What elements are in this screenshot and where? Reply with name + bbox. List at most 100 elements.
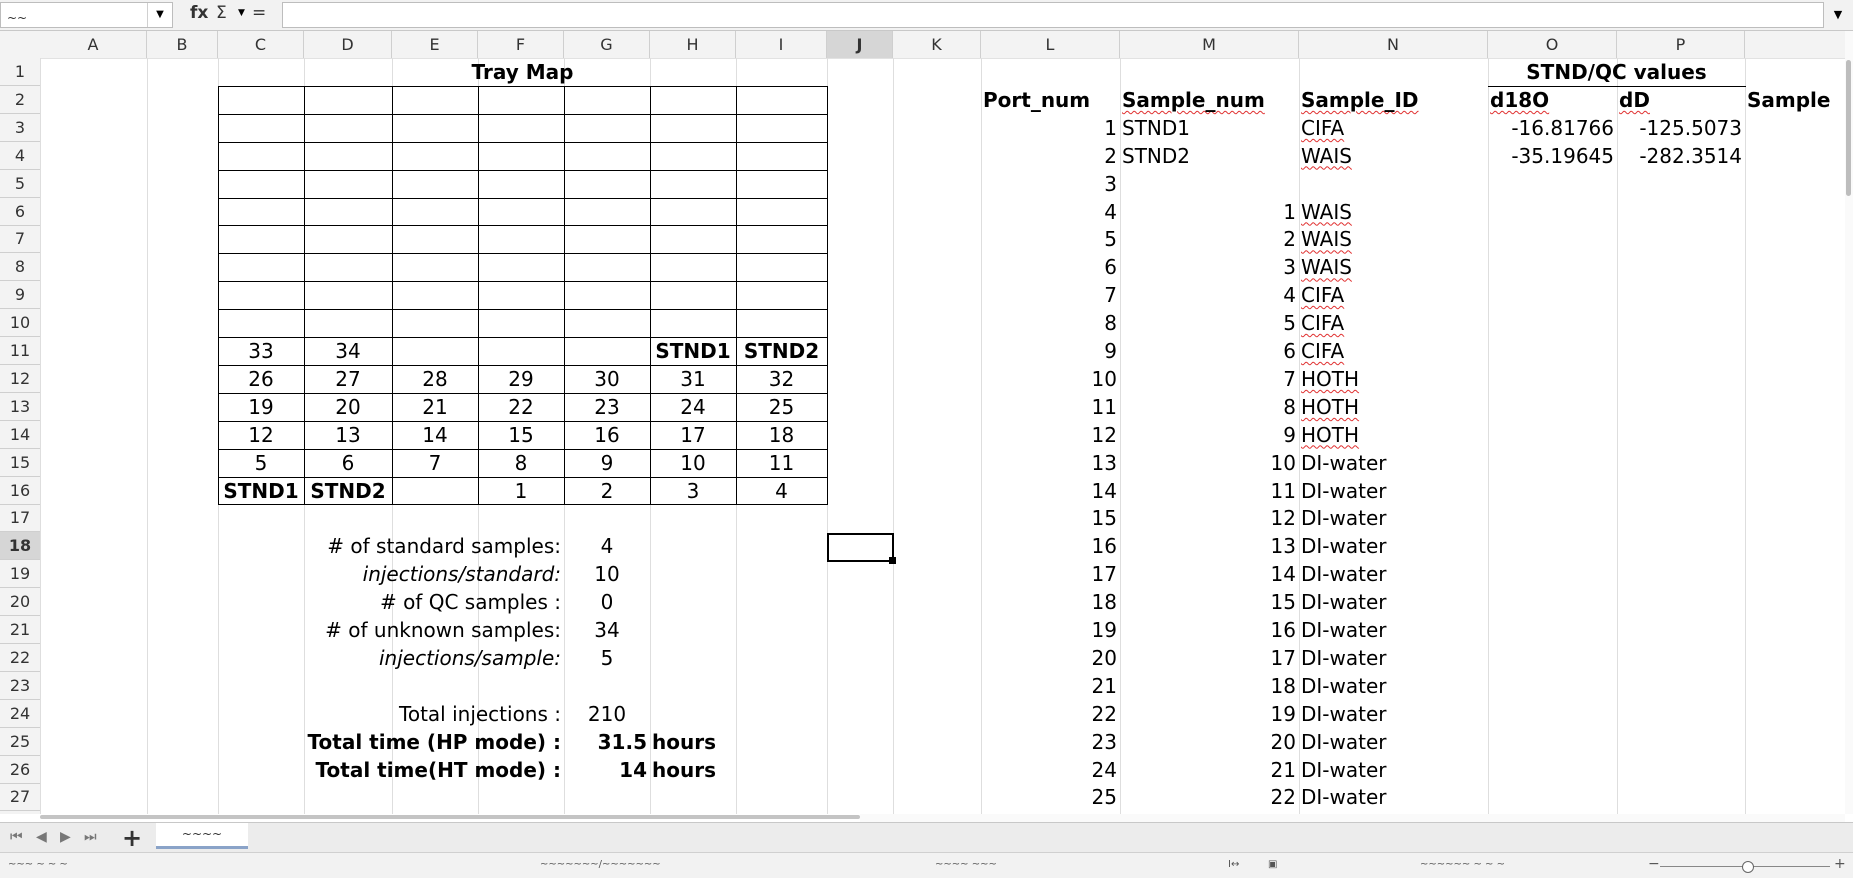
tray-cell[interactable]: 24	[680, 394, 706, 419]
row-header-18[interactable]: 18	[0, 532, 40, 561]
tray-cell[interactable]: 14	[422, 422, 448, 447]
total-injections-value[interactable]: 210	[587, 701, 627, 726]
sample-num-cell[interactable]: 13	[1270, 534, 1296, 559]
zoom-out-icon[interactable]: −	[1648, 856, 1660, 872]
port-num-cell[interactable]: 4	[1104, 199, 1117, 224]
row-header-22[interactable]: 22	[0, 644, 40, 672]
tray-cell[interactable]: 9	[600, 450, 614, 475]
row-header-26[interactable]: 26	[0, 756, 40, 784]
zoom-in-icon[interactable]: +	[1834, 856, 1846, 872]
port-num-cell[interactable]: 25	[1091, 785, 1117, 810]
sample-id-cell[interactable]: DI-water	[1301, 673, 1387, 698]
row-header-14[interactable]: 14	[0, 421, 40, 449]
port-num-cell[interactable]: 8	[1104, 311, 1117, 336]
sample-id-cell[interactable]: CIFA	[1301, 311, 1345, 336]
injections-sample-label[interactable]: injections/sample:	[378, 645, 561, 670]
total-time-hp-label[interactable]: Total time (HP mode) :	[307, 729, 561, 754]
tray-cell[interactable]: STND1	[655, 339, 731, 363]
vertical-scrollbar[interactable]	[1845, 31, 1853, 814]
row-header-16[interactable]: 16	[0, 477, 40, 505]
port-num-cell[interactable]: 21	[1091, 673, 1117, 698]
sample-num-cell[interactable]: 12	[1270, 506, 1296, 531]
port-num-cell[interactable]: 11	[1091, 394, 1117, 419]
column-header-A[interactable]: A	[40, 31, 147, 58]
sample-id-cell[interactable]: DI-water	[1301, 478, 1387, 503]
tray-cell[interactable]: 23	[594, 394, 620, 419]
sample-id-cell[interactable]: WAIS	[1301, 199, 1352, 224]
tray-cell[interactable]: 30	[594, 366, 620, 391]
sample-num-cell[interactable]: 22	[1270, 785, 1296, 810]
tray-cell[interactable]: 6	[341, 450, 355, 475]
sample-num-cell[interactable]: 18	[1270, 673, 1296, 698]
tray-cell[interactable]: 2	[600, 478, 614, 503]
qc-samples-label[interactable]: # of QC samples :	[379, 590, 561, 615]
row-header-2[interactable]: 2	[0, 86, 40, 114]
tray-cell[interactable]: 8	[514, 450, 528, 475]
sample-num-cell[interactable]: STND1	[1122, 115, 1190, 140]
sample-id-cell[interactable]: HOTH	[1301, 366, 1360, 391]
tray-cell[interactable]: STND2	[743, 339, 820, 363]
row-header-20[interactable]: 20	[0, 588, 40, 617]
sample-id-cell[interactable]: DI-water	[1301, 618, 1387, 642]
tray-cell[interactable]	[478, 337, 564, 365]
tray-cell[interactable]: 28	[422, 366, 448, 391]
sample-id-cell[interactable]: WAIS	[1301, 227, 1352, 252]
port-num-cell[interactable]: 9	[1104, 339, 1117, 363]
total-injections-label[interactable]: Total injections :	[399, 701, 561, 726]
sample-id-cell[interactable]	[1299, 170, 1488, 198]
horizontal-scrollbar[interactable]	[860, 814, 1845, 822]
tray-cell[interactable]: 29	[508, 366, 534, 391]
column-header-E[interactable]: E	[392, 31, 478, 58]
dd-cell[interactable]: -282.3514	[1639, 143, 1742, 168]
tray-cell[interactable]: 7	[428, 450, 442, 475]
column-header-N[interactable]: N	[1299, 31, 1488, 58]
sample-id-cell[interactable]: WAIS	[1301, 255, 1352, 280]
injections-standard-label[interactable]: injections/standard:	[362, 562, 561, 587]
std-samples-label[interactable]: # of standard samples:	[327, 534, 561, 559]
port-num-cell[interactable]: 15	[1091, 506, 1117, 531]
row-header-21[interactable]: 21	[0, 616, 40, 644]
row-header-24[interactable]: 24	[0, 700, 40, 728]
tray-cell[interactable]: 12	[248, 422, 274, 447]
sample-id-cell[interactable]: DI-water	[1301, 590, 1387, 615]
port-num-cell[interactable]: 22	[1091, 701, 1117, 726]
tray-cell[interactable]: 4	[775, 478, 788, 503]
port-num-cell[interactable]: 19	[1091, 618, 1117, 642]
sample-num-cell[interactable]: 16	[1270, 618, 1296, 642]
tray-cell[interactable]: 22	[508, 394, 534, 419]
total-time-ht-unit[interactable]: hours	[652, 757, 716, 782]
column-header-K[interactable]: K	[893, 31, 981, 58]
row-header-17[interactable]: 17	[0, 504, 40, 533]
row-header-10[interactable]: 10	[0, 309, 40, 338]
unknown-samples-value[interactable]: 34	[594, 618, 620, 642]
column-header-L[interactable]: L	[981, 31, 1120, 58]
tray-cell[interactable]: 16	[594, 422, 620, 447]
tray-cell[interactable]: STND1	[223, 478, 299, 503]
column-header-D[interactable]: D	[304, 31, 392, 58]
header-sample-num[interactable]: Sample_num	[1122, 87, 1265, 112]
d18o-cell[interactable]: -35.19645	[1511, 143, 1614, 168]
column-header-F[interactable]: F	[478, 31, 564, 58]
sample-id-cell[interactable]: DI-water	[1301, 729, 1387, 754]
tray-cell[interactable]: 13	[335, 422, 361, 447]
sheet-tab[interactable]: ~~~~	[156, 823, 248, 849]
sample-id-cell[interactable]: DI-water	[1301, 562, 1387, 587]
row-header-1[interactable]: 1	[0, 58, 40, 86]
spreadsheet-grid[interactable]: Tray Map 33 34 STND1 STND2 26 27 28 29 30 31 32 19 20…	[40, 58, 1845, 814]
tray-cell[interactable]: 17	[680, 422, 706, 447]
formula-input[interactable]	[282, 2, 1824, 28]
row-header-9[interactable]: 9	[0, 281, 40, 310]
total-time-hp-unit[interactable]: hours	[652, 729, 716, 754]
tray-cell[interactable]: 18	[768, 422, 795, 447]
port-num-cell[interactable]: 23	[1091, 729, 1117, 754]
total-time-ht-value[interactable]: 14	[619, 757, 647, 782]
tray-cell[interactable]: 19	[248, 394, 274, 419]
sample-num-cell[interactable]: 20	[1270, 729, 1296, 754]
sample-num-cell[interactable]: 2	[1283, 227, 1296, 252]
column-header-G[interactable]: G	[564, 31, 650, 58]
row-header-11[interactable]: 11	[0, 337, 40, 365]
header-sample[interactable]: Sample	[1747, 87, 1831, 112]
sample-id-cell[interactable]: DI-water	[1301, 506, 1387, 531]
vertical-scroll-thumb[interactable]	[1846, 60, 1851, 196]
sample-id-cell[interactable]: DI-water	[1301, 701, 1387, 726]
